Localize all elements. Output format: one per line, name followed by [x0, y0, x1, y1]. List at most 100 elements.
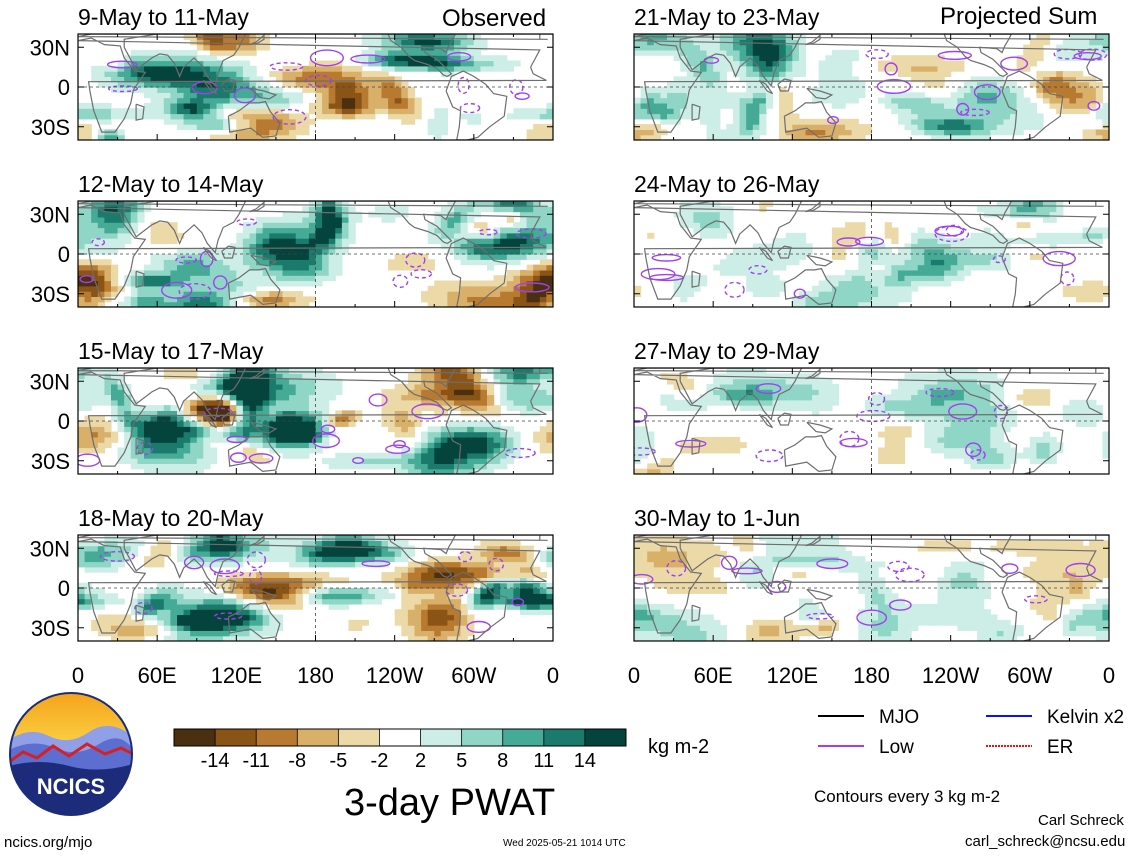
heat-cell [546, 582, 553, 589]
heat-cell [190, 92, 198, 99]
heat-cell [104, 118, 112, 125]
heat-cell [269, 275, 277, 282]
heat-cell [480, 201, 488, 207]
heat-cell [878, 259, 886, 266]
heat-cell [111, 635, 119, 641]
heat-cell [295, 593, 303, 600]
heat-cell [546, 102, 553, 109]
heat-cell [170, 447, 178, 454]
heat-cell [454, 248, 462, 255]
heat-cell [163, 468, 171, 474]
heat-cell [765, 49, 774, 56]
heat-cell [407, 264, 416, 271]
heat-cell [864, 264, 873, 271]
heat-cell [256, 556, 264, 563]
low-contour [1087, 100, 1101, 111]
heat-cell [1043, 71, 1051, 77]
low-contour [248, 453, 274, 464]
heat-cell [328, 598, 336, 605]
heat-cell [229, 280, 237, 287]
heat-cell [170, 97, 178, 104]
heat-cell [269, 129, 277, 136]
heat-cell [374, 81, 383, 88]
heat-cell [302, 238, 310, 244]
heat-cell [506, 550, 514, 557]
heat-cell [911, 60, 919, 67]
heat-cell [91, 588, 99, 594]
heat-cell [467, 577, 475, 584]
low-contour [488, 557, 505, 572]
heat-cell [157, 259, 165, 266]
heat-cell [130, 108, 138, 115]
heat-cell [825, 76, 833, 83]
heat-cell [983, 129, 991, 136]
heat-cell [282, 394, 290, 401]
heat-cell [407, 426, 416, 433]
heat-cell [1029, 39, 1037, 46]
heat-cell [460, 442, 468, 449]
heat-cell [526, 373, 534, 380]
heat-cell [1069, 71, 1077, 77]
heat-cell [798, 71, 807, 77]
heat-cell [434, 468, 442, 474]
heat-cell [798, 248, 807, 255]
heat-cell [513, 108, 521, 115]
heat-cell [355, 540, 363, 547]
heat-cell [719, 60, 727, 67]
heat-cell [1062, 97, 1070, 104]
heat-cell [256, 383, 264, 390]
heat-cell [1089, 97, 1097, 104]
heat-cell [308, 60, 317, 67]
heat-cell [282, 593, 290, 600]
coastline [202, 246, 217, 262]
heat-cell [520, 269, 528, 276]
heat-cell [163, 269, 171, 276]
heat-cell [91, 556, 99, 563]
heat-cell [282, 71, 290, 77]
heat-cell [315, 394, 323, 401]
heat-cell [673, 113, 681, 120]
heat-cell [223, 410, 231, 417]
heat-cell [394, 556, 402, 563]
heat-cell [361, 76, 369, 83]
heat-cell [97, 619, 105, 626]
heat-cell [275, 280, 284, 287]
low-contour [320, 424, 336, 434]
heat-cell [520, 254, 528, 260]
heat-cell [78, 399, 86, 406]
heat-cell [513, 394, 521, 401]
heat-cell [157, 415, 165, 422]
heat-cell [434, 609, 442, 616]
heat-cell [950, 97, 958, 104]
heat-cell [447, 577, 455, 584]
heat-cell [242, 243, 251, 250]
heat-cell [963, 97, 972, 104]
heat-cell [124, 436, 132, 443]
heat-cell [1036, 55, 1044, 62]
heat-cell [216, 124, 224, 130]
heat-cell [546, 248, 553, 255]
heat-cell [851, 129, 859, 136]
heat-cell [513, 452, 521, 459]
heat-cell [242, 431, 251, 438]
heat-cell [242, 71, 251, 77]
heat-cell [130, 545, 138, 552]
heat-cell [170, 71, 178, 77]
heat-cell [130, 415, 138, 422]
heat-cell [1089, 87, 1097, 93]
heat-cell [282, 216, 290, 223]
heat-cell [798, 134, 807, 140]
heat-cell [289, 556, 297, 563]
heat-cell [190, 97, 198, 104]
coastline [445, 571, 508, 641]
heat-cell [944, 118, 952, 125]
heat-cell [229, 129, 237, 136]
heat-cell [190, 463, 198, 470]
heat-cell [150, 598, 158, 605]
heat-cell [157, 458, 165, 464]
heat-cell [792, 254, 800, 260]
heat-cell [223, 301, 231, 307]
heat-cell [157, 60, 165, 67]
heat-cell [924, 124, 932, 130]
heat-cell [792, 232, 800, 239]
